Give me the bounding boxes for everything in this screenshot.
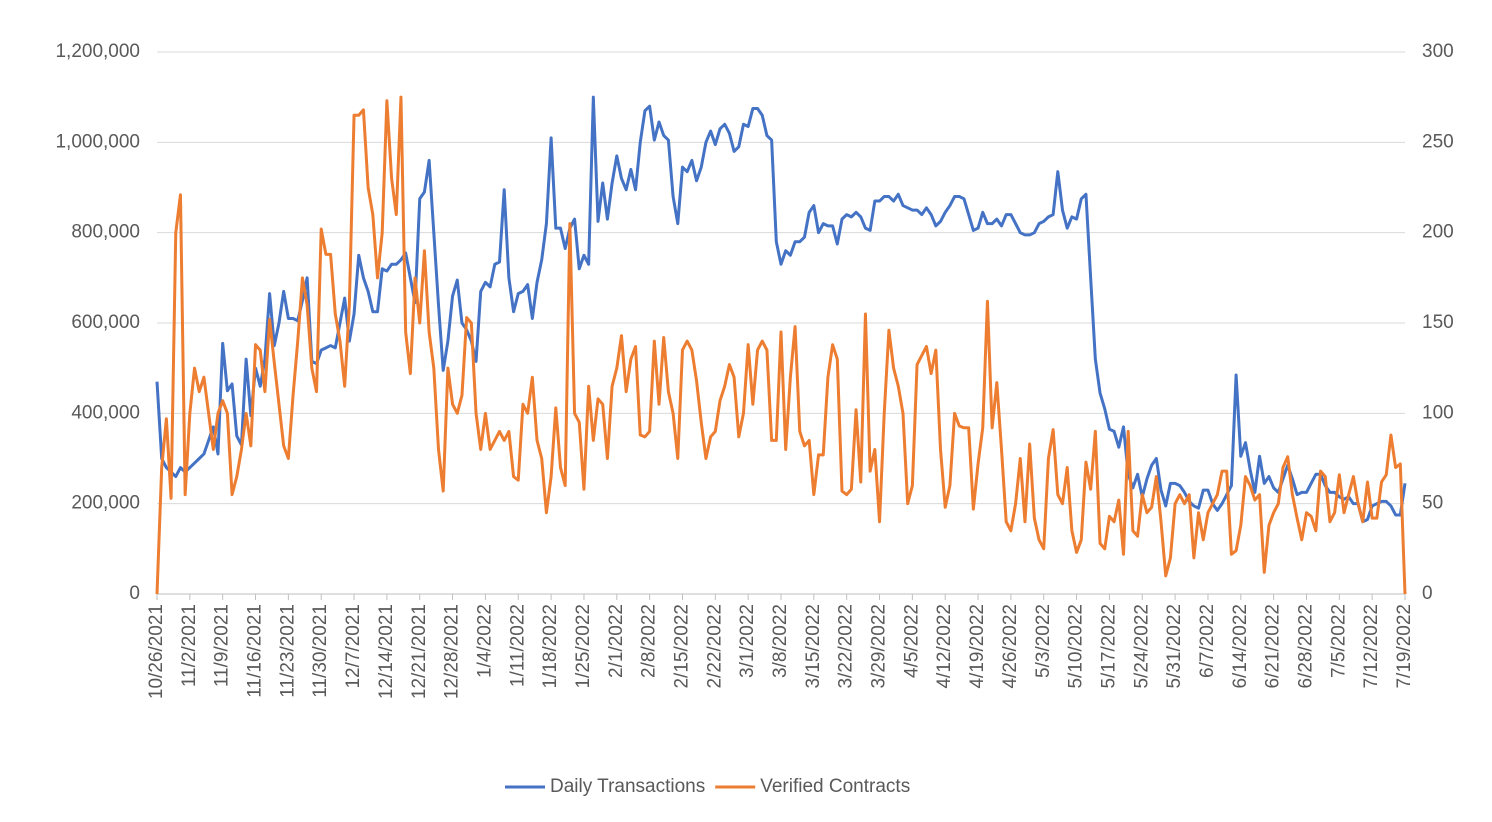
x-tick-label: 1/11/2022 — [507, 604, 528, 687]
legend-item: Verified Contracts — [715, 776, 910, 797]
x-tick-label: 11/30/2021 — [310, 604, 331, 698]
x-tick-label: 3/1/2022 — [737, 604, 758, 678]
data-line — [155, 95, 1407, 595]
x-tick-label: 3/22/2022 — [836, 604, 857, 689]
x-tick-label: 5/24/2022 — [1131, 604, 1152, 689]
x-tick-label: 11/16/2021 — [245, 604, 266, 698]
x-tick-label: 3/15/2022 — [803, 604, 824, 689]
x-tick-label: 5/31/2022 — [1164, 604, 1185, 689]
x-tick-label: 3/8/2022 — [770, 604, 791, 678]
x-tick-label: 2/22/2022 — [704, 604, 725, 689]
x-tick-label: 5/3/2022 — [1033, 604, 1054, 678]
x-tick-label: 6/21/2022 — [1263, 604, 1284, 689]
y-tick-label: 200,000 — [71, 493, 140, 514]
y2-tick-label: 200 — [1422, 222, 1454, 243]
y-tick-label: 1,000,000 — [55, 131, 140, 152]
x-tick-label: 2/8/2022 — [639, 604, 660, 678]
y-tick-label: 800,000 — [71, 222, 140, 243]
y2-tick-label: 150 — [1422, 312, 1454, 333]
x-tick-label: 4/5/2022 — [901, 604, 922, 678]
x-tick-label: 7/19/2022 — [1394, 604, 1415, 689]
x-tick-label: 10/26/2021 — [146, 604, 167, 699]
x-tick-label: 3/29/2022 — [869, 604, 890, 689]
x-tick-label: 7/12/2022 — [1361, 604, 1382, 689]
x-tick-label: 6/7/2022 — [1197, 604, 1218, 678]
x-tick-label: 2/15/2022 — [671, 604, 692, 689]
x-tick-label: 11/9/2021 — [212, 604, 233, 687]
legend-label: Daily Transactions — [550, 776, 705, 797]
legend-item: Daily Transactions — [505, 776, 705, 797]
y2-tick-label: 300 — [1422, 41, 1454, 62]
x-tick-label: 6/14/2022 — [1230, 604, 1251, 689]
y2-tick-label: 100 — [1422, 402, 1454, 423]
x-tick-label: 4/19/2022 — [967, 604, 988, 689]
y2-tick-label: 250 — [1422, 131, 1454, 152]
legend-label: Verified Contracts — [760, 776, 910, 797]
y-tick-label: 400,000 — [71, 402, 140, 423]
y2-tick-label: 50 — [1422, 493, 1443, 514]
x-tick-label: 1/18/2022 — [540, 604, 561, 689]
x-tick-label: 12/7/2021 — [343, 604, 364, 689]
x-tick-label: 12/14/2021 — [376, 604, 397, 699]
x-tick-label: 12/28/2021 — [442, 604, 463, 699]
x-tick-label: 11/23/2021 — [277, 604, 298, 698]
x-tick-label: 6/28/2022 — [1295, 604, 1316, 689]
y-tick-label: 0 — [129, 583, 140, 604]
y-tick-label: 1,200,000 — [55, 41, 140, 62]
x-tick-label: 5/10/2022 — [1066, 604, 1087, 689]
data-line — [155, 95, 1407, 524]
x-tick-label: 12/21/2021 — [409, 604, 430, 699]
y-tick-label: 600,000 — [71, 312, 140, 333]
x-tick-label: 1/25/2022 — [573, 604, 594, 689]
x-tick-label: 2/1/2022 — [606, 604, 627, 678]
y2-tick-label: 0 — [1422, 583, 1433, 604]
x-tick-label: 5/17/2022 — [1098, 604, 1119, 689]
x-tick-label: 4/12/2022 — [934, 604, 955, 689]
x-tick-label: 11/2/2021 — [179, 604, 200, 687]
x-tick-label: 7/5/2022 — [1328, 604, 1349, 678]
x-tick-label: 1/4/2022 — [474, 604, 495, 678]
x-tick-label: 4/26/2022 — [1000, 604, 1021, 689]
